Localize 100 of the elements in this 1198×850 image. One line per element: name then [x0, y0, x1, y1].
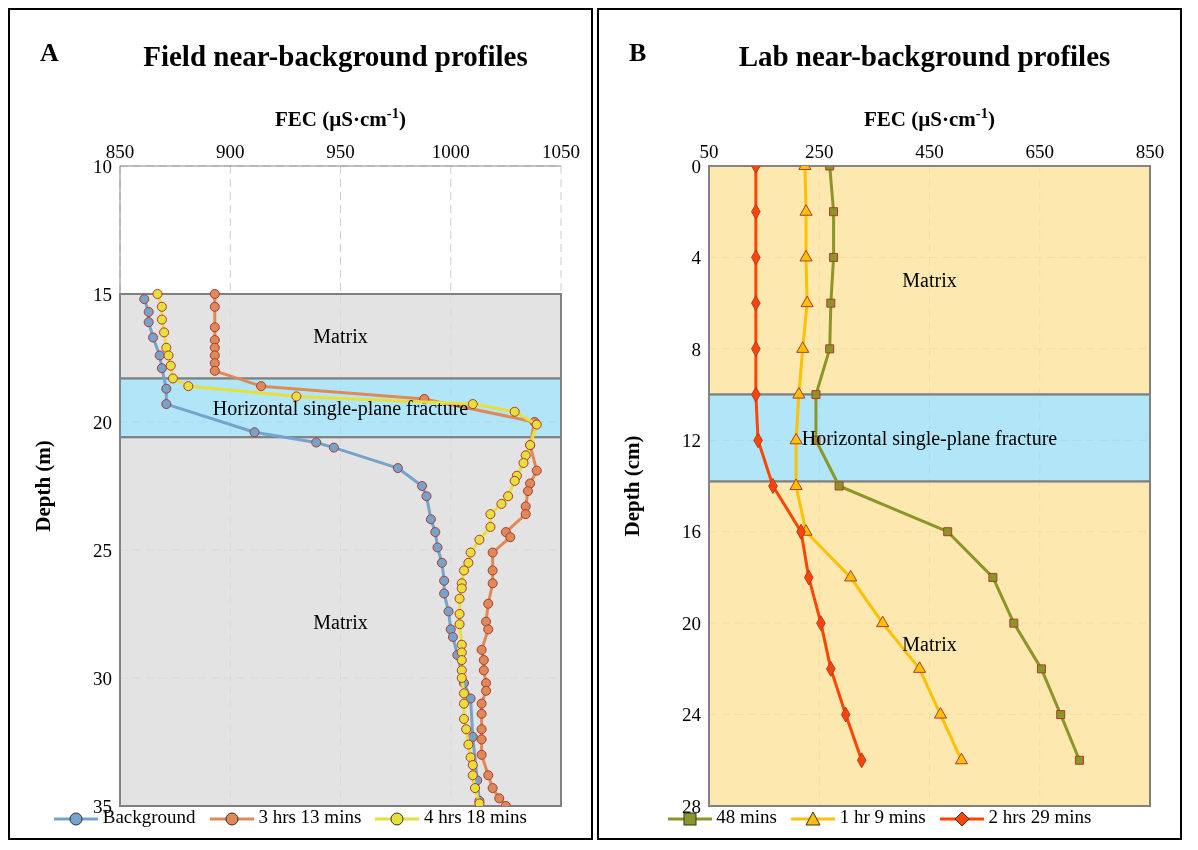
point	[458, 688, 469, 699]
point	[469, 783, 481, 794]
point	[430, 527, 441, 538]
y-tick-label: 25	[93, 539, 112, 561]
point	[439, 588, 450, 599]
y-tick-label: 20	[682, 612, 701, 634]
point	[509, 475, 520, 486]
point	[439, 575, 450, 586]
y-tick-label: 0	[691, 155, 701, 177]
point	[476, 734, 487, 745]
point	[454, 608, 465, 620]
y-tick-label: 28	[682, 795, 701, 817]
point	[834, 481, 844, 491]
point	[494, 793, 505, 804]
point	[458, 698, 469, 709]
point	[139, 294, 150, 305]
point	[518, 457, 529, 468]
band-label: Matrix	[313, 610, 368, 633]
point	[152, 288, 163, 300]
point	[432, 542, 443, 553]
point	[789, 478, 803, 491]
point	[789, 432, 803, 445]
text: A	[40, 38, 59, 67]
point	[458, 565, 469, 576]
point	[183, 381, 194, 392]
point	[800, 295, 814, 308]
point	[143, 317, 154, 328]
band-label: Matrix	[902, 632, 957, 655]
point	[796, 341, 810, 353]
point	[456, 655, 467, 666]
y-tick-label: 8	[691, 338, 701, 360]
y-tick-label: 15	[93, 283, 112, 305]
y-tick-label: 12	[682, 430, 701, 452]
point	[148, 332, 159, 343]
point	[467, 731, 478, 742]
point	[503, 491, 514, 502]
point	[811, 390, 821, 400]
point	[467, 760, 478, 771]
point	[792, 387, 806, 399]
point	[476, 644, 487, 655]
point	[392, 463, 403, 474]
point	[509, 406, 520, 417]
point	[311, 437, 322, 448]
point	[481, 616, 492, 627]
y-tick-label: 30	[93, 667, 112, 689]
point	[483, 770, 494, 781]
point	[165, 360, 176, 371]
point	[454, 619, 465, 630]
point	[476, 749, 487, 760]
y-tick-label: 20	[93, 411, 112, 433]
y-tick-label: 24	[682, 704, 702, 726]
point	[447, 632, 458, 643]
x-tick-label: 650	[1025, 141, 1054, 162]
point	[487, 578, 498, 589]
point	[487, 547, 498, 558]
x-tick-label: 450	[915, 141, 944, 162]
x-tick-label: 250	[805, 141, 834, 162]
point	[328, 442, 339, 453]
point	[417, 480, 428, 492]
point	[483, 598, 494, 609]
point	[826, 298, 836, 308]
y-axis-title: Depth (cm)	[620, 435, 644, 537]
point	[291, 391, 302, 402]
point	[520, 509, 531, 520]
point	[156, 301, 167, 312]
point	[256, 381, 267, 392]
point	[844, 569, 858, 582]
point	[465, 547, 476, 558]
point	[461, 724, 472, 735]
point	[988, 572, 998, 582]
point	[1056, 710, 1066, 720]
legend-label: 1 hr 9 mins	[838, 806, 926, 828]
point	[799, 249, 813, 262]
legend-label: 2 hrs 29 mins	[987, 806, 1092, 828]
point	[458, 713, 469, 724]
point	[467, 770, 478, 781]
point	[478, 665, 489, 676]
band-label: Matrix	[902, 269, 957, 292]
point	[161, 399, 172, 410]
point	[156, 314, 167, 325]
point	[445, 624, 456, 635]
point	[456, 672, 467, 684]
point	[829, 207, 839, 217]
point	[525, 478, 536, 489]
point	[487, 565, 498, 576]
point	[454, 593, 465, 604]
point	[799, 204, 813, 216]
point	[443, 606, 454, 617]
y-tick-label: 4	[691, 247, 702, 269]
point	[143, 306, 154, 317]
point	[1009, 618, 1019, 628]
point	[1074, 755, 1084, 765]
point	[167, 373, 178, 384]
point	[163, 350, 174, 361]
x-tick-label: 900	[216, 141, 245, 162]
point	[249, 427, 260, 438]
point	[476, 708, 487, 719]
point	[478, 655, 489, 666]
legend-label: 3 hrs 13 mins	[257, 806, 362, 828]
point	[421, 491, 432, 502]
